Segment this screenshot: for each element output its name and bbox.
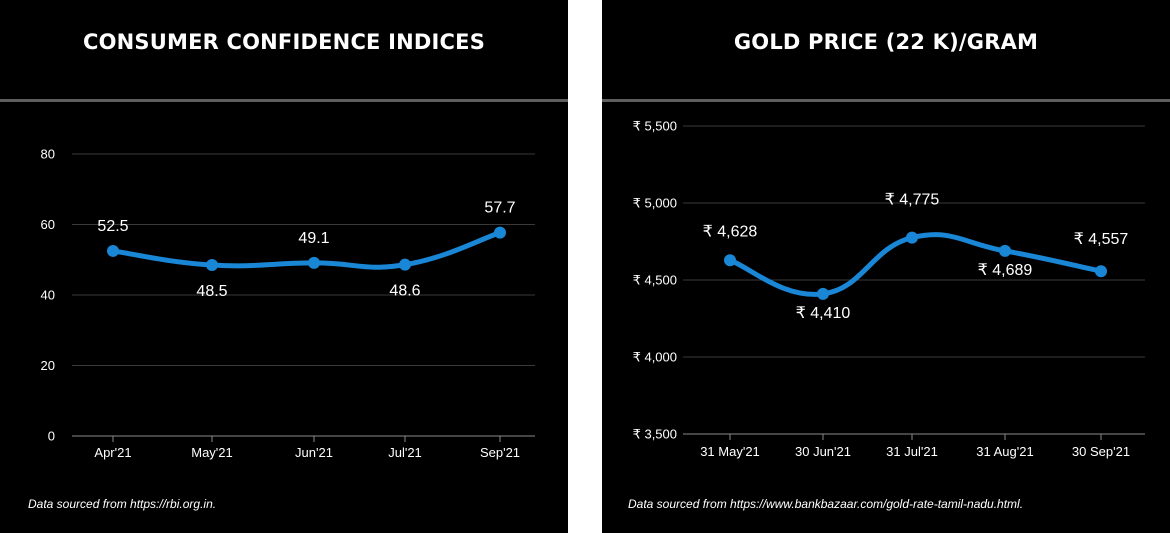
plot-area: 80 60 40 20 0 Apr'21 May'21 Jun'21 Jul'21 Sep'21 5… <box>41 147 535 460</box>
y-tick-label: ₹ 5,500 <box>633 119 677 134</box>
data-label: ₹ 4,557 <box>1074 231 1129 248</box>
data-point <box>724 254 736 267</box>
x-tick-label: Sep'21 <box>480 445 520 460</box>
y-tick-label: 80 <box>41 147 55 162</box>
source-note: Data sourced from https://rbi.org.in. <box>28 497 217 511</box>
x-tick-label: Jul'21 <box>388 445 422 460</box>
source-note: Data sourced from https://www.bankbazaar… <box>628 497 1024 511</box>
data-label: ₹ 4,628 <box>703 223 758 240</box>
data-label: 57.7 <box>484 200 515 217</box>
x-tick-label: 30 Jun'21 <box>795 444 851 459</box>
data-label: 49.1 <box>298 230 329 247</box>
x-tick-label: 31 May'21 <box>700 444 760 459</box>
data-point <box>494 226 506 239</box>
gold-price-panel: GOLD PRICE (22 K)/GRAM ₹ 5,500 ₹ 5,000 ₹ 4… <box>602 0 1170 533</box>
y-tick-label: 0 <box>48 429 55 444</box>
data-label: ₹ 4,410 <box>796 305 851 322</box>
y-tick-label: ₹ 4,500 <box>633 273 677 288</box>
title-divider <box>0 99 568 102</box>
data-point <box>206 259 218 272</box>
data-point <box>399 258 411 271</box>
x-tick-label: 31 Aug'21 <box>976 444 1033 459</box>
data-point <box>999 244 1011 257</box>
title-divider <box>602 99 1170 102</box>
data-point <box>308 256 320 269</box>
y-tick-label: ₹ 4,000 <box>633 350 677 365</box>
chart-title: GOLD PRICE (22 K)/GRAM <box>733 30 1039 54</box>
data-point <box>1095 265 1107 278</box>
y-tick-label: 40 <box>41 288 55 303</box>
x-tick-label: May'21 <box>191 445 233 460</box>
x-tick-label: Apr'21 <box>94 445 131 460</box>
y-tick-label: ₹ 5,000 <box>633 196 677 211</box>
data-point <box>817 287 829 300</box>
series-line <box>727 232 1104 297</box>
x-tick-label: 31 Jul'21 <box>886 444 938 459</box>
y-tick-label: 20 <box>41 358 55 373</box>
data-label: ₹ 4,775 <box>885 192 940 209</box>
chart-title: CONSUMER CONFIDENCE INDICES <box>82 30 486 54</box>
data-label: 52.5 <box>97 218 128 235</box>
data-point <box>107 244 119 257</box>
consumer-confidence-chart: 80 60 40 20 0 Apr'21 May'21 Jun'21 Jul'21 Sep'21 5… <box>41 147 535 460</box>
x-tick-label: 30 Sep'21 <box>1072 444 1130 459</box>
y-tick-label: ₹ 3,500 <box>633 427 677 442</box>
y-tick-label: 60 <box>41 217 55 232</box>
data-label: 48.6 <box>389 283 420 300</box>
consumer-confidence-panel: CONSUMER CONFIDENCE INDICES 80 60 40 20 0 Apr… <box>0 0 568 533</box>
plot-area: ₹ 5,500 ₹ 5,000 ₹ 4,500 ₹ 4,000 ₹ 3,500 31 Ma… <box>633 119 1145 459</box>
data-label: ₹ 4,689 <box>978 262 1033 279</box>
x-tick-label: Jun'21 <box>295 445 333 460</box>
gold-price-chart: ₹ 5,500 ₹ 5,000 ₹ 4,500 ₹ 4,000 ₹ 3,500 31 Ma… <box>633 119 1145 459</box>
data-point <box>906 231 918 244</box>
data-label: 48.5 <box>196 283 227 300</box>
